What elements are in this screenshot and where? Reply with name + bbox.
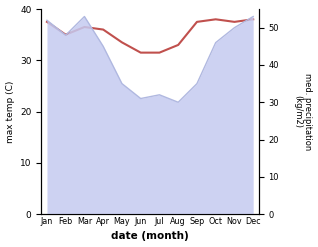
X-axis label: date (month): date (month) [111,231,189,242]
Y-axis label: med. precipitation
(kg/m2): med. precipitation (kg/m2) [293,73,313,150]
Y-axis label: max temp (C): max temp (C) [5,80,15,143]
